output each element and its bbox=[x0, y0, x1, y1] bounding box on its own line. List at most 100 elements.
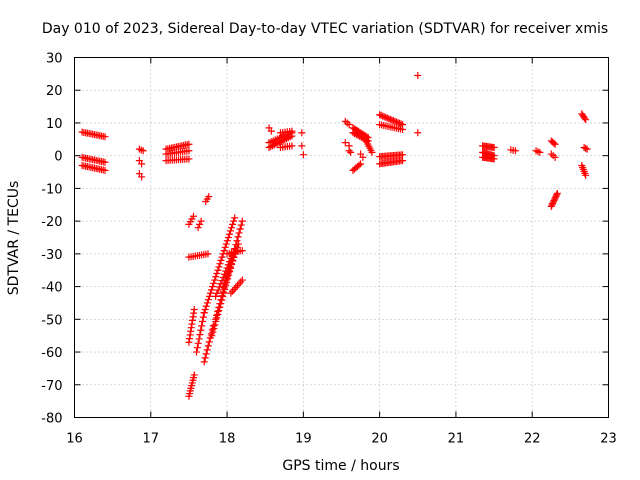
data-point bbox=[138, 160, 146, 168]
x-tick-labels: 16 17 18 19 20 21 22 23 bbox=[66, 432, 617, 447]
data-point bbox=[235, 240, 243, 248]
data-point bbox=[226, 263, 234, 271]
data-point bbox=[388, 116, 396, 124]
data-point bbox=[399, 126, 407, 133]
data-point bbox=[199, 313, 207, 321]
data-point bbox=[536, 148, 544, 156]
data-point bbox=[190, 212, 198, 220]
y-tick-label: -60 bbox=[41, 346, 62, 361]
data-point bbox=[200, 358, 208, 366]
data-point bbox=[377, 111, 385, 119]
data-point bbox=[209, 283, 217, 291]
data-point bbox=[359, 153, 367, 161]
data-point bbox=[221, 243, 229, 251]
y-tick-label: -40 bbox=[41, 281, 62, 296]
data-point bbox=[399, 151, 407, 159]
data-point bbox=[376, 111, 384, 119]
data-point bbox=[231, 214, 239, 222]
data-point bbox=[490, 144, 498, 151]
y-tick-label: 20 bbox=[46, 84, 63, 99]
data-point bbox=[201, 306, 209, 313]
data-point bbox=[228, 224, 236, 232]
data-point bbox=[581, 114, 589, 122]
data-point bbox=[234, 233, 242, 241]
data-point bbox=[218, 292, 226, 300]
data-point bbox=[198, 322, 206, 330]
y-tick-label: -80 bbox=[41, 412, 62, 427]
data-point bbox=[208, 332, 216, 340]
data-point bbox=[206, 289, 214, 297]
data-point bbox=[214, 286, 222, 294]
y-tick-label: -70 bbox=[41, 379, 62, 394]
data-point bbox=[217, 256, 225, 264]
data-point bbox=[355, 161, 363, 169]
data-point bbox=[216, 300, 224, 308]
data-point bbox=[238, 276, 246, 284]
data-point bbox=[211, 276, 219, 284]
data-point bbox=[215, 304, 223, 312]
data-point bbox=[511, 147, 519, 155]
data-point bbox=[193, 344, 201, 352]
y-tick-label: 10 bbox=[46, 117, 63, 132]
data-point bbox=[299, 151, 307, 159]
x-tick-label: 23 bbox=[600, 432, 617, 447]
data-points bbox=[78, 72, 591, 400]
data-point bbox=[229, 256, 237, 264]
y-tick-label: -50 bbox=[41, 313, 62, 328]
data-point bbox=[101, 133, 109, 141]
data-point bbox=[298, 129, 306, 137]
data-point bbox=[216, 260, 224, 268]
data-point bbox=[185, 140, 193, 148]
data-point bbox=[208, 286, 216, 294]
data-point bbox=[203, 346, 211, 354]
data-point bbox=[204, 250, 212, 258]
data-point bbox=[267, 127, 275, 135]
y-tick-labels: -80 -70 -60 -50 -40 -30 -20 -10 0 10 20 30 bbox=[41, 52, 62, 427]
y-tick-label: -20 bbox=[41, 215, 62, 230]
data-point bbox=[224, 270, 232, 277]
data-point bbox=[219, 283, 227, 291]
x-tick-label: 20 bbox=[371, 432, 388, 447]
data-point bbox=[380, 113, 388, 121]
x-tick-label: 18 bbox=[219, 432, 236, 447]
chart-title: Day 010 of 2023, Sidereal Day-to-day VTE… bbox=[42, 21, 608, 37]
data-point bbox=[194, 339, 202, 347]
data-point bbox=[185, 155, 193, 163]
y-tick-label: 30 bbox=[46, 52, 63, 67]
data-point bbox=[368, 148, 376, 156]
plot-frame bbox=[74, 57, 609, 418]
data-point bbox=[347, 148, 355, 156]
data-point bbox=[223, 237, 231, 245]
x-axis-label: GPS time / hours bbox=[282, 458, 399, 474]
data-point bbox=[225, 230, 233, 238]
data-point bbox=[382, 113, 390, 121]
axis-ticks bbox=[74, 57, 609, 418]
data-point bbox=[204, 342, 212, 350]
data-point bbox=[212, 292, 220, 300]
data-point bbox=[203, 299, 211, 307]
data-point bbox=[230, 217, 238, 225]
data-point bbox=[214, 307, 222, 315]
data-point bbox=[238, 247, 246, 255]
data-point bbox=[288, 142, 296, 150]
data-point bbox=[551, 153, 559, 161]
data-point bbox=[212, 315, 220, 323]
data-point bbox=[202, 302, 210, 310]
data-point bbox=[233, 237, 241, 245]
data-point bbox=[214, 266, 222, 274]
data-point bbox=[218, 253, 226, 261]
data-point bbox=[215, 263, 223, 271]
y-tick-label: 0 bbox=[54, 150, 62, 165]
data-point bbox=[194, 224, 202, 232]
grid-lines bbox=[74, 57, 609, 418]
data-point bbox=[236, 225, 244, 233]
data-point bbox=[399, 157, 407, 165]
data-point bbox=[583, 145, 591, 153]
data-point bbox=[212, 273, 220, 281]
y-tick-label: -30 bbox=[41, 248, 62, 263]
data-point bbox=[202, 350, 210, 358]
data-point bbox=[345, 147, 353, 155]
data-point bbox=[391, 117, 399, 125]
data-point bbox=[185, 147, 193, 155]
